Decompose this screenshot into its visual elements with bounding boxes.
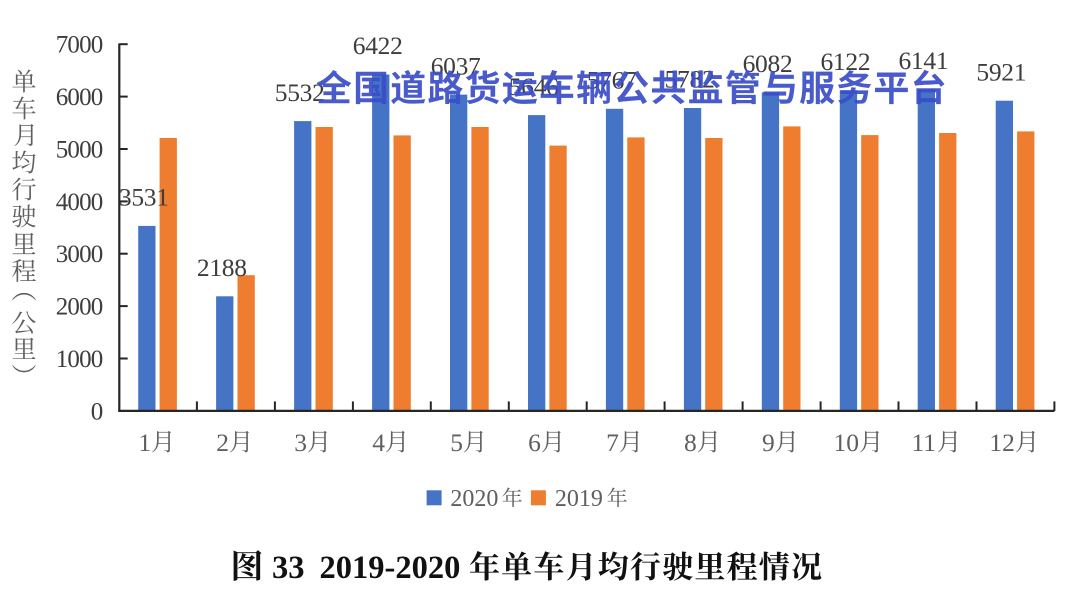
- svg-text:8: 8: [684, 428, 697, 457]
- svg-text:6422: 6422: [353, 31, 403, 60]
- svg-text:2019-2020: 2019-2020: [320, 550, 461, 586]
- svg-text:5000: 5000: [56, 136, 103, 163]
- svg-text:2020: 2020: [450, 486, 498, 512]
- svg-text:9: 9: [762, 428, 775, 457]
- svg-text:0: 0: [91, 398, 103, 425]
- svg-text:3531: 3531: [119, 183, 169, 212]
- svg-text:4: 4: [372, 428, 385, 457]
- svg-text:6: 6: [528, 428, 541, 457]
- svg-text:6122: 6122: [820, 47, 870, 76]
- svg-text:3000: 3000: [56, 241, 103, 268]
- svg-text:2: 2: [216, 428, 229, 457]
- svg-text:4000: 4000: [56, 189, 103, 216]
- svg-text:6000: 6000: [56, 84, 103, 111]
- svg-text:10: 10: [834, 428, 860, 457]
- svg-text:11: 11: [912, 428, 937, 457]
- svg-text:5921: 5921: [976, 57, 1026, 86]
- svg-text:7000: 7000: [56, 32, 103, 59]
- svg-text:5532: 5532: [275, 78, 325, 107]
- svg-text:5: 5: [450, 428, 463, 457]
- svg-text:2000: 2000: [56, 294, 103, 321]
- svg-text:1: 1: [138, 428, 151, 457]
- svg-text:2188: 2188: [197, 253, 247, 282]
- svg-text:12: 12: [989, 428, 1015, 457]
- svg-text:6141: 6141: [898, 46, 948, 75]
- svg-text:1000: 1000: [56, 346, 103, 373]
- svg-text:33: 33: [272, 550, 305, 586]
- svg-text:2019: 2019: [555, 486, 603, 512]
- svg-text:3: 3: [294, 428, 307, 457]
- svg-text:7: 7: [606, 428, 619, 457]
